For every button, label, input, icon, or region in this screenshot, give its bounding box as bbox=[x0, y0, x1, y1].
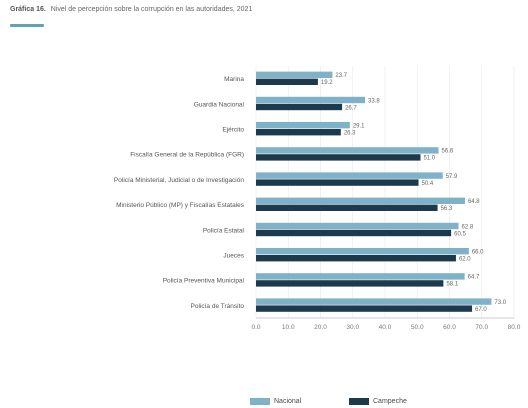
value-label-campeche: 50.4 bbox=[422, 181, 434, 187]
bar-nacional bbox=[256, 273, 465, 280]
value-label-nacional: 33.8 bbox=[368, 98, 380, 104]
bar-campeche bbox=[256, 103, 343, 111]
value-label-nacional: 64.8 bbox=[468, 199, 480, 205]
bar-campeche bbox=[256, 204, 438, 211]
value-label-nacional: 73.0 bbox=[494, 300, 506, 306]
category-label: Policía Ministerial, Judicial o de Inves… bbox=[114, 177, 244, 184]
category-label: Policía Preventiva Municipal bbox=[163, 278, 245, 285]
bar-nacional bbox=[256, 172, 443, 179]
value-label-nacional: 56.6 bbox=[442, 149, 454, 155]
bar-nacional bbox=[256, 197, 465, 204]
bar-nacional bbox=[256, 222, 459, 230]
bar-nacional bbox=[256, 122, 350, 129]
title-accent-bar bbox=[10, 24, 44, 27]
value-label-nacional: 23.7 bbox=[335, 73, 347, 79]
bar-nacional bbox=[256, 147, 439, 154]
category-label: Ministerio Público (MP) y Fiscalías Esta… bbox=[116, 202, 245, 209]
value-label-nacional: 66.0 bbox=[472, 250, 484, 256]
legend-label-nacional: Nacional bbox=[274, 398, 302, 405]
figure-label: Gráfica 16. bbox=[10, 6, 46, 13]
x-tick-label: 20.0 bbox=[314, 324, 327, 331]
value-label-campeche: 26.3 bbox=[344, 131, 356, 137]
legend-swatch-nacional bbox=[250, 398, 270, 405]
value-label-campeche: 19.2 bbox=[321, 80, 333, 86]
x-tick-label: 30.0 bbox=[346, 324, 359, 331]
bar-nacional bbox=[256, 71, 333, 78]
category-label: Marina bbox=[224, 76, 244, 83]
x-tick-label: 50.0 bbox=[411, 324, 424, 331]
category-label: Policía de Tránsito bbox=[191, 303, 245, 310]
bar-campeche bbox=[256, 179, 419, 186]
x-tick-label: 70.0 bbox=[475, 324, 488, 331]
category-label: Fiscalía General de la República (FGR) bbox=[130, 152, 244, 159]
value-label-nacional: 57.9 bbox=[446, 174, 458, 180]
legend-label-campeche: Campeche bbox=[373, 398, 407, 405]
bar-campeche bbox=[256, 154, 421, 161]
value-label-nacional: 62.8 bbox=[462, 224, 474, 230]
chart-header: Gráfica 16. Nivel de percepción sobre la… bbox=[10, 6, 252, 13]
x-tick-label: 0.0 bbox=[251, 324, 260, 331]
bar-nacional bbox=[256, 248, 469, 255]
x-tick-label: 10.0 bbox=[282, 324, 295, 331]
x-tick-label: 40.0 bbox=[379, 324, 392, 331]
legend-item-campeche: Campeche bbox=[349, 398, 407, 405]
category-label: Jueces bbox=[223, 253, 244, 260]
legend-swatch-campeche bbox=[349, 398, 369, 405]
bar-campeche bbox=[256, 129, 341, 136]
value-label-campeche: 67.0 bbox=[475, 307, 487, 313]
bar-campeche bbox=[256, 305, 473, 312]
value-label-campeche: 60.5 bbox=[454, 231, 466, 237]
value-label-campeche: 58.1 bbox=[446, 282, 458, 288]
chart-title: Nivel de percepción sobre la corrupción … bbox=[50, 6, 253, 13]
category-label: Ejército bbox=[222, 127, 244, 134]
category-label: Guardia Nacional bbox=[194, 101, 245, 108]
x-tick-label: 80.0 bbox=[508, 324, 521, 331]
value-label-campeche: 62.0 bbox=[459, 257, 471, 263]
x-tick-label: 60.0 bbox=[443, 324, 456, 331]
bar-campeche bbox=[256, 78, 318, 85]
value-label-campeche: 51.0 bbox=[423, 156, 435, 162]
category-label: Policía Estatal bbox=[203, 227, 245, 234]
bar-campeche bbox=[256, 280, 444, 287]
value-label-nacional: 29.1 bbox=[353, 124, 365, 130]
legend-item-nacional: Nacional bbox=[250, 398, 301, 405]
bar-nacional bbox=[256, 298, 492, 305]
value-label-nacional: 64.7 bbox=[468, 275, 480, 281]
bar-nacional bbox=[256, 96, 366, 104]
bar-campeche bbox=[256, 255, 456, 262]
bar-campeche bbox=[256, 229, 452, 237]
value-label-campeche: 26.7 bbox=[345, 105, 357, 111]
value-label-campeche: 56.3 bbox=[441, 206, 453, 212]
